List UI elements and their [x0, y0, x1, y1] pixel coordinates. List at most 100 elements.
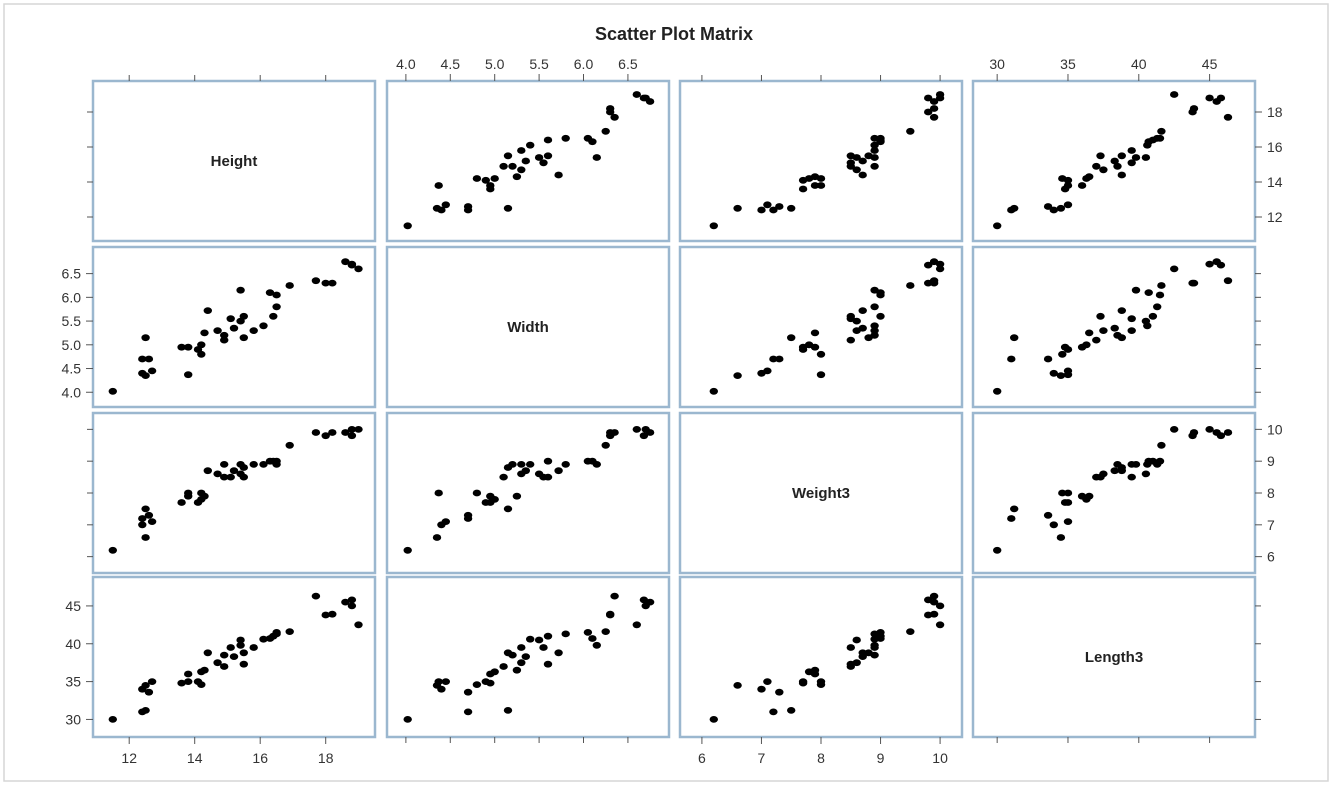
scatter-point	[285, 282, 294, 289]
scatter-point	[864, 649, 873, 657]
panel-height-vs-width	[385, 79, 671, 243]
scatter-point	[1117, 464, 1127, 471]
scatter-point	[141, 505, 150, 513]
scatter-point	[108, 387, 118, 395]
scatter-point	[347, 426, 357, 433]
scatter-point	[141, 534, 150, 541]
scatter-point	[490, 496, 499, 503]
scatter-point	[876, 312, 885, 320]
scatter-point	[239, 473, 248, 481]
scatter-point	[220, 663, 229, 670]
scatter-point	[1127, 159, 1136, 167]
scatter-point	[259, 461, 268, 468]
panel-length3-vs-weight3	[678, 575, 964, 739]
scatter-point	[259, 322, 268, 330]
tick-label: 12	[121, 750, 137, 766]
tick-label: 5.0	[62, 337, 82, 353]
scatter-point	[1056, 372, 1066, 379]
tick-label: 7	[1267, 517, 1275, 533]
scatter-point	[432, 204, 442, 212]
scatter-point	[1141, 470, 1151, 478]
scatter-point	[592, 154, 601, 161]
scatter-point	[534, 154, 544, 161]
top-minor-ticks-height	[128, 75, 327, 81]
scatter-point	[249, 644, 258, 651]
tick-label: 12	[1267, 209, 1283, 225]
scatter-point	[147, 678, 157, 685]
scatter-point	[1063, 518, 1073, 525]
scatter-point	[229, 467, 239, 475]
scatter-point	[1157, 127, 1166, 135]
tick-label: 35	[65, 674, 81, 690]
scatter-point	[1143, 322, 1152, 330]
scatter-point	[858, 307, 867, 314]
scatter-point	[816, 371, 826, 379]
top-axis-width: 4.0 4.5 5.0 5.5 6.0 6.5	[396, 56, 638, 81]
scatter-point	[588, 635, 597, 642]
panel-frame	[971, 575, 1257, 739]
scatter-point	[601, 628, 610, 635]
scatter-point	[1058, 350, 1067, 358]
tick-label: 18	[1267, 104, 1283, 120]
scatter-point	[463, 511, 473, 519]
tick-label: 6.5	[62, 266, 82, 282]
scatter-point	[846, 152, 855, 160]
panel-frame	[971, 411, 1257, 575]
scatter-point	[403, 716, 412, 723]
scatter-point	[601, 127, 610, 135]
scatter-point	[1223, 429, 1233, 436]
scatter-point	[769, 708, 778, 716]
scatter-point	[1043, 355, 1053, 363]
scatter-point	[1155, 457, 1165, 465]
scatter-point	[1127, 473, 1136, 481]
scatter-point	[354, 265, 363, 273]
scatter-point	[321, 611, 330, 619]
scatter-point	[1170, 265, 1179, 273]
scatter-point	[347, 602, 357, 610]
scatter-point	[935, 265, 945, 273]
scatter-point	[816, 175, 826, 182]
bottom-axis-height: 12 14 16 18	[121, 737, 334, 766]
scatter-point	[503, 204, 513, 212]
panel-width-vs-height	[91, 245, 377, 409]
scatter-point	[733, 682, 742, 689]
scatter-point	[1010, 334, 1019, 342]
scatter-point	[213, 327, 222, 334]
left-axis-width: 4.0 4.5 5.0 5.5 6.0 6.5	[62, 266, 93, 400]
scatter-point	[929, 279, 939, 287]
scatter-point	[1216, 94, 1226, 102]
scatter-point	[229, 324, 239, 332]
panel-width-vs-width: Width	[385, 245, 671, 409]
scatter-point	[610, 592, 619, 600]
scatter-point	[554, 649, 563, 657]
scatter-point	[441, 201, 450, 209]
scatter-point	[1127, 327, 1136, 334]
scatter-point	[709, 222, 718, 230]
scatter-point	[220, 336, 229, 344]
panel-height-vs-length3	[971, 79, 1257, 243]
scatter-point	[935, 91, 945, 98]
scatter-point	[1157, 441, 1166, 449]
bottom-axis-weight3: 6 7 8 9 10	[698, 737, 948, 766]
scatter-point	[1099, 327, 1108, 334]
right-minor-ticks-width	[1255, 273, 1261, 393]
panel-frame	[91, 411, 377, 575]
scatter-point	[1058, 175, 1067, 182]
scatter-point	[1170, 91, 1179, 98]
scatter-point	[864, 152, 873, 160]
scatter-point	[787, 204, 796, 212]
panel-weight3-vs-length3	[971, 411, 1257, 575]
scatter-point	[1148, 312, 1158, 320]
scatter-point	[1205, 94, 1214, 102]
scatter-point	[924, 94, 933, 102]
scatter-point	[1092, 336, 1101, 344]
scatter-point	[798, 346, 808, 353]
scatter-point	[787, 707, 796, 714]
scatter-point	[864, 334, 873, 342]
scatter-point	[213, 659, 222, 667]
scatter-point	[769, 206, 778, 214]
tick-label: 6	[1267, 549, 1275, 565]
scatter-point	[272, 291, 281, 299]
scatter-point	[328, 279, 337, 287]
scatter-point	[1131, 286, 1141, 294]
